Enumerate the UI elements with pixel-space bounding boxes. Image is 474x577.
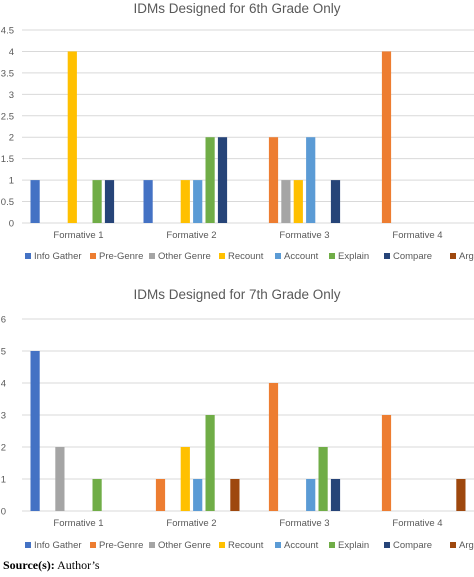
- chart2-legend-swatch: [450, 542, 456, 548]
- chart2-bar-explain: [92, 479, 102, 511]
- chart1-y-tick-label: 3: [9, 90, 14, 101]
- chart1-title: IDMs Designed for 6th Grade Only: [133, 1, 340, 16]
- chart1-legend-swatch: [275, 253, 281, 259]
- chart1-legend-swatch: [450, 253, 456, 259]
- chart2-legend-swatch: [25, 542, 31, 548]
- chart1-legend-label: Info Gather: [34, 251, 82, 262]
- chart1-legend-label: Recount: [228, 251, 264, 262]
- chart2-y-tick-label: 3: [1, 411, 6, 422]
- chart2-bar-pre-genre: [155, 479, 166, 511]
- chart2-bar-pre-genre: [268, 383, 279, 511]
- chart1-y-tick-label: 4: [9, 47, 14, 58]
- chart1-y-tick-label: 2: [9, 133, 14, 144]
- chart1-legend-swatch: [219, 253, 225, 259]
- chart2-y-tick-label: 2: [1, 443, 6, 454]
- chart1-legend-label: Explain: [338, 251, 369, 262]
- chart1-bar-explain: [92, 180, 102, 223]
- chart2-legend-label: Other Genre: [158, 540, 211, 551]
- chart2-legend-swatch: [90, 542, 96, 548]
- chart1-legend-swatch: [90, 253, 96, 259]
- chart2-category-label: Formative 2: [166, 518, 216, 529]
- source-note: Source(s): Author’s: [3, 558, 100, 573]
- chart1-bar-compare: [217, 137, 228, 223]
- chart2-category-label: Formative 3: [279, 518, 329, 529]
- chart1-y-tick-label: 1.5: [1, 154, 14, 165]
- chart2-legend-swatch: [384, 542, 390, 548]
- chart1-bar-account: [193, 180, 203, 223]
- chart2-bar-account: [193, 479, 203, 511]
- chart2-legend-label: Argue: [459, 540, 474, 551]
- chart1-bar-pre-genre: [381, 51, 392, 223]
- chart2-legend-label: Account: [284, 540, 319, 551]
- chart1-y-tick-label: 4.5: [1, 26, 14, 37]
- chart1-category-label: Formative 3: [279, 230, 329, 241]
- chart2-bar-argue: [456, 479, 466, 511]
- chart1-y-tick-label: 2.5: [1, 111, 14, 122]
- chart2-bar-argue: [230, 479, 240, 511]
- chart2-y-tick-label: 4: [1, 379, 6, 390]
- chart1-y-tick-label: 1: [9, 176, 14, 187]
- chart2-legend-label: Info Gather: [34, 540, 82, 551]
- chart2-y-tick-label: 5: [1, 347, 6, 358]
- chart2-bar-recount: [180, 447, 190, 511]
- chart2-legend-swatch: [275, 542, 281, 548]
- chart1-y-tick-label: 0.5: [1, 197, 14, 208]
- chart1-legend-label: Compare: [393, 251, 432, 262]
- chart1-bar-info-gather: [143, 180, 153, 223]
- chart2-bar-other-genre: [55, 447, 65, 511]
- chart2-category-label: Formative 1: [53, 518, 103, 529]
- chart2-bar-explain: [318, 447, 328, 511]
- source-text: Author’s: [57, 558, 100, 572]
- chart1-y-tick-label: 0: [9, 219, 14, 230]
- chart2-legend-swatch: [329, 542, 335, 548]
- chart2-legend-label: Compare: [393, 540, 432, 551]
- chart2-legend-label: Explain: [338, 540, 369, 551]
- chart2-bar-compare: [330, 479, 341, 511]
- chart2-legend-label: Recount: [228, 540, 264, 551]
- chart2-bar-explain: [205, 415, 215, 511]
- chart1-bar-recount: [180, 180, 190, 223]
- chart1-legend-label: Account: [284, 251, 319, 262]
- chart1-bar-other-genre: [281, 180, 291, 223]
- chart2-legend-label: Pre-Genre: [99, 540, 143, 551]
- chart2-bar-account: [306, 479, 316, 511]
- chart1-legend-swatch: [329, 253, 335, 259]
- chart1-legend-label: Pre-Genre: [99, 251, 143, 262]
- chart1-legend-swatch: [25, 253, 31, 259]
- chart2-bar-info-gather: [30, 351, 40, 511]
- chart1-category-label: Formative 2: [166, 230, 216, 241]
- chart1-bar-pre-genre: [268, 137, 279, 223]
- chart1-bar-compare: [104, 180, 115, 223]
- chart1-legend-label: Argue: [459, 251, 474, 262]
- chart1-y-tick-label: 3.5: [1, 68, 14, 79]
- chart1-bar-explain: [205, 137, 215, 223]
- chart1-category-label: Formative 4: [392, 230, 442, 241]
- chart1-bar-info-gather: [30, 180, 40, 223]
- chart2-y-tick-label: 1: [1, 475, 6, 486]
- chart1-bar-recount: [67, 51, 77, 223]
- chart1-category-label: Formative 1: [53, 230, 103, 241]
- chart2-y-tick-label: 0: [1, 507, 6, 518]
- chart2-legend-swatch: [219, 542, 225, 548]
- chart2-category-label: Formative 4: [392, 518, 442, 529]
- chart2-legend-swatch: [149, 542, 155, 548]
- chart1-bar-recount: [293, 180, 303, 223]
- chart1-legend-swatch: [149, 253, 155, 259]
- source-label: Source(s):: [3, 558, 55, 572]
- chart2-bar-pre-genre: [381, 415, 392, 511]
- chart1-bar-account: [306, 137, 316, 223]
- chart1-legend-label: Other Genre: [158, 251, 211, 262]
- chart1-legend-swatch: [384, 253, 390, 259]
- chart2-y-tick-label: 6: [1, 315, 6, 326]
- chart1-bar-compare: [330, 180, 341, 223]
- chart2-title: IDMs Designed for 7th Grade Only: [133, 287, 340, 302]
